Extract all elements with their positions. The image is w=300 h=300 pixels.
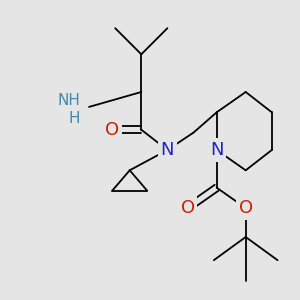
Text: O: O	[238, 199, 253, 217]
Text: O: O	[181, 199, 195, 217]
Text: O: O	[105, 121, 119, 139]
Text: N: N	[161, 141, 174, 159]
Text: N: N	[210, 141, 224, 159]
Text: NH
H: NH H	[58, 93, 80, 126]
